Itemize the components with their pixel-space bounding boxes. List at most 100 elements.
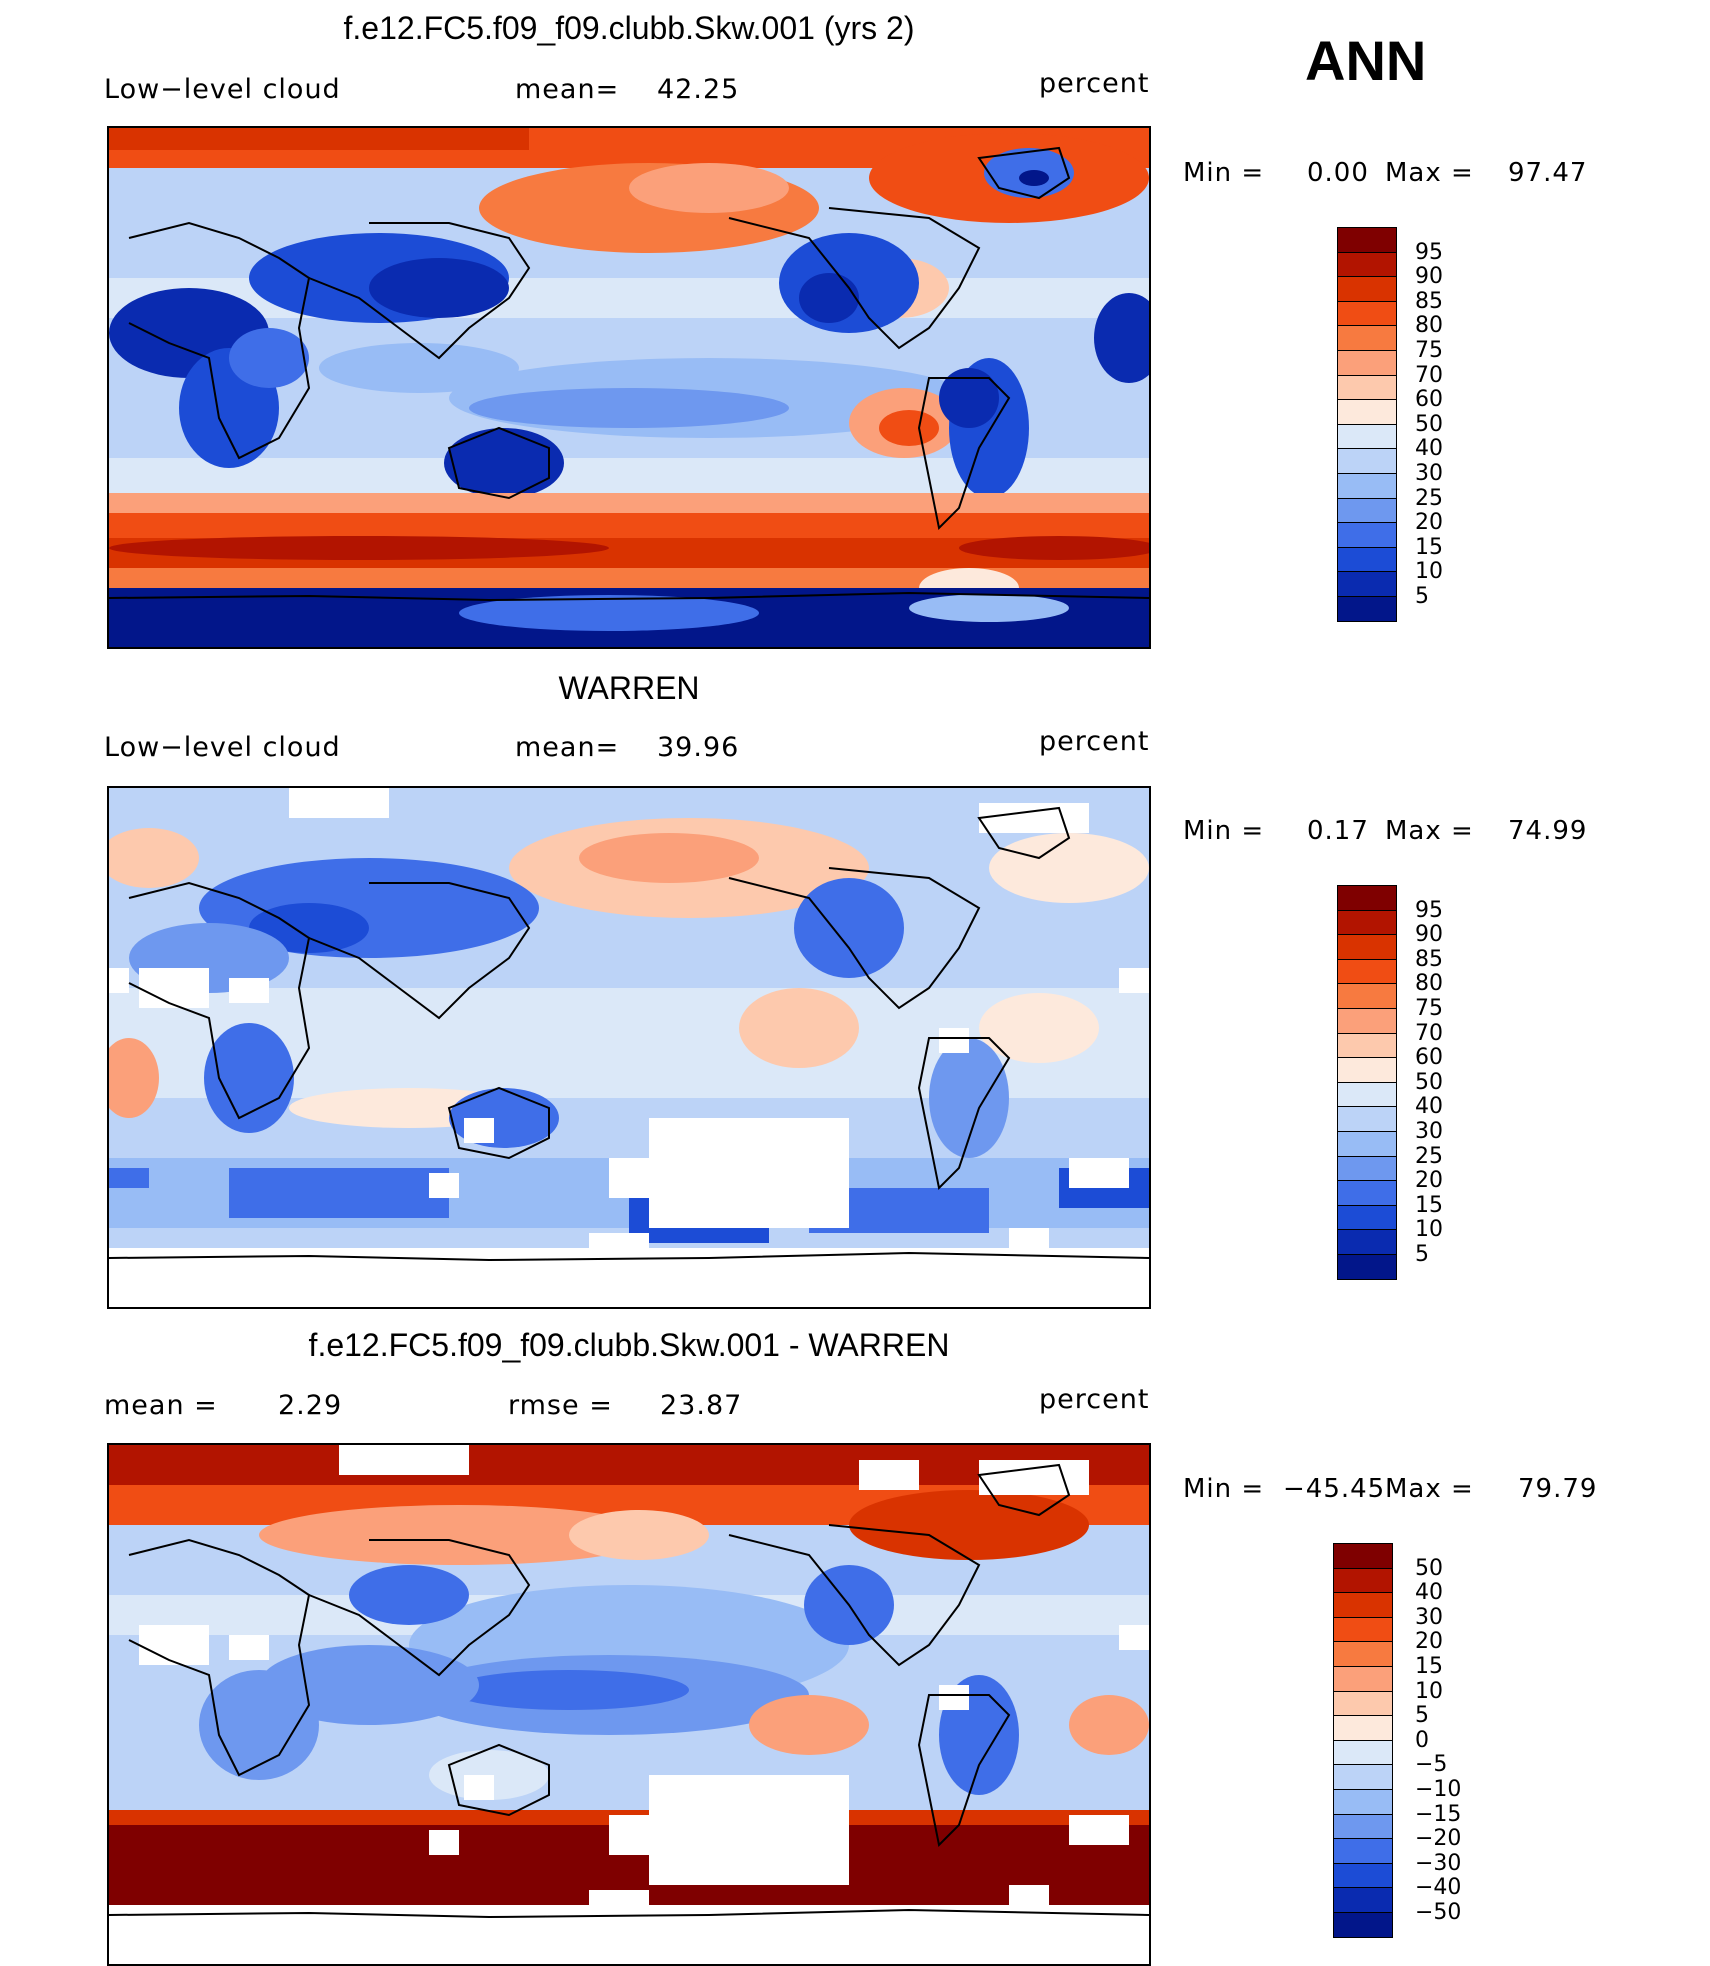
- colorbar-tick-label: 10: [1415, 1217, 1443, 1243]
- colorbar-swatch: [1337, 472, 1397, 498]
- rmse-label: rmse =: [508, 1390, 613, 1421]
- colorbar-swatch: [1333, 1764, 1393, 1789]
- colorbar-swatch: [1337, 1155, 1397, 1181]
- units-label: percent: [1039, 726, 1150, 757]
- colorbar-tick-label: 70: [1415, 1020, 1443, 1046]
- max-value: 74.99: [1508, 816, 1588, 846]
- colorbar-swatch: [1337, 1253, 1397, 1280]
- colorbar-swatch: [1333, 1690, 1393, 1716]
- colorbar-tick-label: 95: [1415, 897, 1443, 923]
- colorbar-swatch: [1337, 885, 1397, 910]
- colorbar-tick-label: −40: [1415, 1875, 1462, 1901]
- colorbar-tick-label: 90: [1415, 922, 1443, 948]
- colorbar-tick-label: 95: [1415, 239, 1443, 265]
- colorbar-tick-label: 50: [1415, 1069, 1443, 1095]
- colorbar-swatch: [1337, 1007, 1397, 1033]
- colorbar-swatch: [1333, 1665, 1393, 1691]
- colorbar-tick-label: 5: [1415, 584, 1429, 609]
- mean-value: 42.25: [657, 74, 740, 105]
- colorbar-tick-label: 30: [1415, 1119, 1443, 1144]
- colorbar-swatch: [1337, 349, 1397, 375]
- colorbar-tick-label: 60: [1415, 387, 1443, 413]
- colorbar-swatch: [1337, 983, 1397, 1008]
- colorbar-tick-label: −10: [1415, 1777, 1462, 1802]
- colorbar-tick-label: 15: [1415, 534, 1443, 560]
- colorbar-tick-label: 90: [1415, 264, 1443, 290]
- colorbar-swatch: [1337, 227, 1397, 252]
- panel-title: f.e12.FC5.f09_f09.clubb.Skw.001 (yrs 2): [343, 10, 915, 46]
- mean-value: 2.29: [278, 1390, 343, 1421]
- colorbar-swatch: [1333, 1862, 1393, 1888]
- colorbar-tick-label: 60: [1415, 1045, 1443, 1071]
- colorbar-swatch: [1333, 1543, 1393, 1568]
- max-value: 79.79: [1518, 1474, 1598, 1504]
- colorbar-swatch: [1337, 595, 1397, 622]
- mean-label: mean =: [104, 1390, 218, 1421]
- panel-title: f.e12.FC5.f09_f09.clubb.Skw.001 - WARREN: [308, 1327, 950, 1363]
- map-obs: [107, 786, 1151, 1309]
- colorbar-swatch: [1333, 1788, 1393, 1814]
- mean-label: mean=: [515, 74, 620, 105]
- colorbar-tick-label: −50: [1415, 1900, 1462, 1925]
- colorbar-tick-label: −5: [1415, 1752, 1448, 1778]
- colorbar-swatch: [1337, 399, 1397, 424]
- colorbar-tick-label: 80: [1415, 971, 1443, 997]
- colorbar-swatch: [1337, 448, 1397, 473]
- max-label: Max =: [1385, 1474, 1474, 1504]
- colorbar-tick-label: 10: [1415, 1678, 1443, 1704]
- colorbar-tick-label: 20: [1415, 1629, 1443, 1655]
- colorbar-tick-label: 0: [1415, 1727, 1429, 1753]
- season-label: ANN: [1305, 29, 1427, 92]
- colorbar-tick-label: 10: [1415, 559, 1443, 585]
- colorbar-swatch: [1333, 1641, 1393, 1666]
- colorbar-swatch: [1337, 934, 1397, 959]
- colorbar-tick-label: 40: [1415, 436, 1443, 462]
- contour-map: [109, 788, 1149, 1307]
- colorbar-swatch: [1337, 423, 1397, 449]
- rmse-value: 23.87: [660, 1390, 743, 1421]
- min-value: −45.45: [1283, 1474, 1386, 1504]
- colorbar-tick-label: 50: [1415, 411, 1443, 437]
- colorbar-tick-label: 75: [1415, 338, 1443, 363]
- colorbar-tick-label: 40: [1415, 1094, 1443, 1120]
- colorbar-tick-label: 80: [1415, 313, 1443, 339]
- colorbar-tick-label: 5: [1415, 1242, 1429, 1267]
- mean-label: mean=: [515, 732, 620, 763]
- colorbar-tick-label: 15: [1415, 1654, 1443, 1679]
- colorbar-swatch: [1337, 497, 1397, 523]
- contour-map: [109, 128, 1149, 647]
- colorbar-swatch: [1337, 374, 1397, 400]
- map-diff: [107, 1443, 1151, 1966]
- colorbar-tick-label: 40: [1415, 1580, 1443, 1606]
- colorbar-tick-label: 5: [1415, 1703, 1429, 1729]
- colorbar-swatch: [1333, 1715, 1393, 1740]
- colorbar-swatch: [1333, 1567, 1393, 1593]
- colorbar-swatch: [1337, 1057, 1397, 1082]
- colorbar: [1337, 227, 1397, 622]
- colorbar-tick-label: 85: [1415, 288, 1443, 314]
- contour-map: [109, 1445, 1149, 1964]
- colorbar-swatch: [1333, 1616, 1393, 1642]
- colorbar-swatch: [1333, 1739, 1393, 1765]
- colorbar: [1333, 1543, 1393, 1938]
- units-label: percent: [1039, 68, 1150, 99]
- colorbar-tick-label: 25: [1415, 1143, 1443, 1169]
- colorbar-tick-label: 15: [1415, 1192, 1443, 1218]
- colorbar-swatch: [1337, 300, 1397, 326]
- colorbar-tick-label: 85: [1415, 946, 1443, 972]
- colorbar-swatch: [1337, 522, 1397, 547]
- colorbar-tick-label: 75: [1415, 996, 1443, 1021]
- colorbar-swatch: [1333, 1887, 1393, 1912]
- min-value: 0.17: [1307, 816, 1369, 846]
- min-label: Min =: [1183, 1474, 1265, 1504]
- colorbar-swatch: [1337, 1081, 1397, 1107]
- max-label: Max =: [1385, 158, 1474, 188]
- colorbar-tick-label: −30: [1415, 1850, 1462, 1876]
- panel-title: WARREN: [558, 670, 700, 706]
- colorbar-tick-label: −20: [1415, 1826, 1462, 1852]
- colorbar: [1337, 885, 1397, 1280]
- colorbar-swatch: [1337, 1204, 1397, 1230]
- max-value: 97.47: [1508, 158, 1588, 188]
- map-model: [107, 126, 1151, 649]
- variable-label: Low−level cloud: [104, 732, 341, 763]
